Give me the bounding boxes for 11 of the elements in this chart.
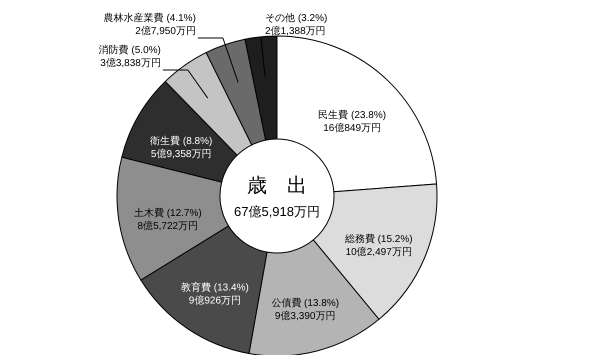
slice-label: 民生費 (23.8%) 16億849万円 <box>318 108 386 134</box>
slice-label: 土木費 (12.7%) 8億5,722万円 <box>134 206 202 232</box>
slice-label: 農林水産業費 (4.1%) 2億7,950万円 <box>104 12 196 37</box>
slice-label: 教育費 (13.4%) 9億926万円 <box>180 281 249 306</box>
text: 67億5,918万円 <box>234 204 320 219</box>
slice-label: 公債費 (13.8%) 9億3,390万円 <box>271 296 340 322</box>
slice-label: 衛生費 (8.8%) 5億9,358万円 <box>150 134 212 160</box>
slice-label: 消防費 (5.0%) 3億3,838万円 <box>98 44 161 69</box>
slice-label: その他 (3.2%) 2億1,388万円 <box>265 12 328 37</box>
slice-label: 総務費 (15.2%) 10億2,497万円 <box>344 233 413 258</box>
text: 歳 出 <box>247 175 307 197</box>
